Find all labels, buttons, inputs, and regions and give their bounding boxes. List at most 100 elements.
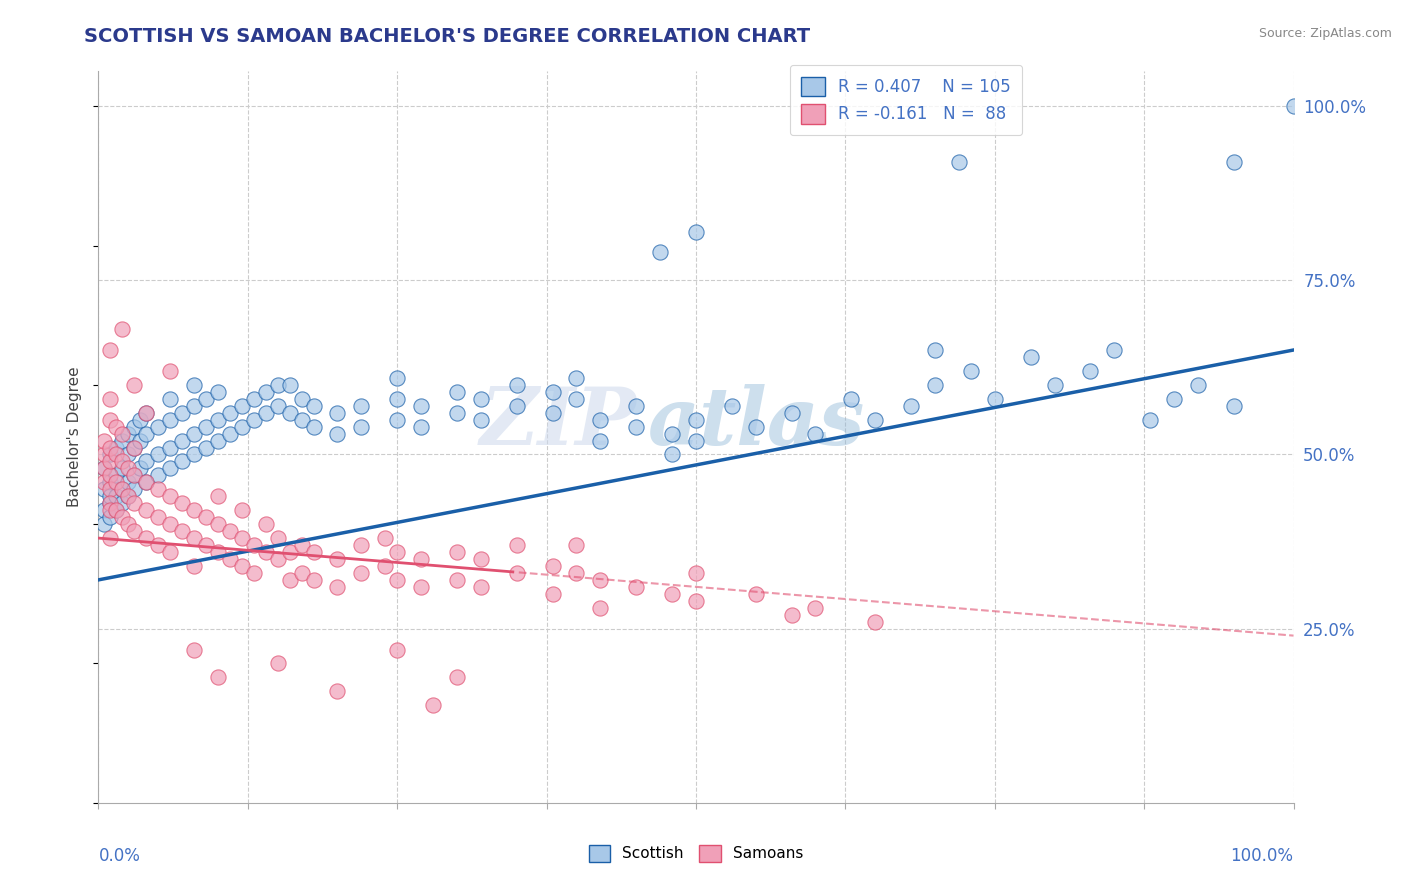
Point (124, 483, 146, 497)
Point (93, 434, 115, 448)
Point (183, 377, 205, 392)
Point (117, 448, 139, 462)
Point (207, 489, 229, 503)
Point (93, 448, 115, 462)
Point (350, 538, 373, 552)
Point (159, 392, 181, 406)
Point (780, 607, 803, 622)
Point (148, 510, 170, 524)
Point (159, 545, 181, 559)
Point (111, 510, 134, 524)
Point (745, 419, 768, 434)
Point (195, 538, 218, 552)
Point (278, 377, 301, 392)
Point (506, 399, 529, 413)
Point (231, 531, 253, 545)
Point (135, 426, 157, 441)
Point (135, 503, 157, 517)
Point (124, 468, 146, 483)
Point (98, 441, 122, 455)
Point (117, 489, 139, 503)
Text: ZIP: ZIP (479, 384, 637, 461)
Point (685, 594, 707, 608)
Point (93, 517, 115, 532)
Point (411, 552, 433, 566)
Point (159, 461, 181, 475)
Point (541, 384, 564, 399)
Point (1080, 364, 1102, 378)
Point (124, 377, 146, 392)
Point (291, 392, 314, 406)
Point (804, 600, 827, 615)
Point (661, 426, 683, 441)
Point (243, 566, 266, 580)
Point (159, 364, 181, 378)
Legend: Scottish, Samoans: Scottish, Samoans (582, 838, 810, 868)
Point (589, 412, 612, 426)
Point (207, 384, 229, 399)
Point (117, 489, 139, 503)
Point (148, 419, 170, 434)
Point (350, 399, 373, 413)
Point (93, 475, 115, 490)
Point (117, 461, 139, 475)
Point (105, 475, 128, 490)
Point (626, 399, 648, 413)
Point (411, 580, 433, 594)
Point (172, 496, 194, 510)
Point (589, 573, 612, 587)
Point (960, 364, 983, 378)
Point (470, 580, 492, 594)
Point (278, 406, 301, 420)
Point (865, 412, 887, 426)
Point (541, 406, 564, 420)
Point (159, 517, 181, 532)
Point (172, 524, 194, 538)
Point (1223, 399, 1246, 413)
Point (326, 684, 349, 698)
Point (470, 412, 492, 426)
Text: Source: ZipAtlas.com: Source: ZipAtlas.com (1258, 27, 1392, 40)
Point (374, 558, 396, 573)
Point (446, 573, 468, 587)
Point (506, 538, 529, 552)
Point (1043, 377, 1066, 392)
Point (470, 392, 492, 406)
Point (93, 461, 115, 475)
Point (183, 426, 205, 441)
Point (124, 441, 146, 455)
Point (98, 483, 122, 497)
Point (302, 573, 325, 587)
Point (302, 545, 325, 559)
Point (780, 406, 803, 420)
Point (98, 496, 122, 510)
Point (117, 426, 139, 441)
Point (219, 426, 242, 441)
Point (207, 412, 229, 426)
Point (98, 448, 122, 462)
Point (93, 503, 115, 517)
Point (195, 510, 218, 524)
Point (98, 468, 122, 483)
Point (1139, 412, 1161, 426)
Point (254, 517, 277, 532)
Point (267, 552, 290, 566)
Point (326, 580, 349, 594)
Point (93, 461, 115, 475)
Point (135, 406, 157, 420)
Point (661, 448, 683, 462)
Point (124, 468, 146, 483)
Point (984, 392, 1007, 406)
Point (385, 545, 409, 559)
Point (183, 531, 205, 545)
Point (506, 566, 529, 580)
Point (183, 399, 205, 413)
Point (98, 531, 122, 545)
Point (446, 670, 468, 684)
Point (207, 517, 229, 532)
Point (98, 392, 122, 406)
Point (219, 406, 242, 420)
Point (589, 434, 612, 448)
Point (183, 448, 205, 462)
Point (1104, 343, 1126, 357)
